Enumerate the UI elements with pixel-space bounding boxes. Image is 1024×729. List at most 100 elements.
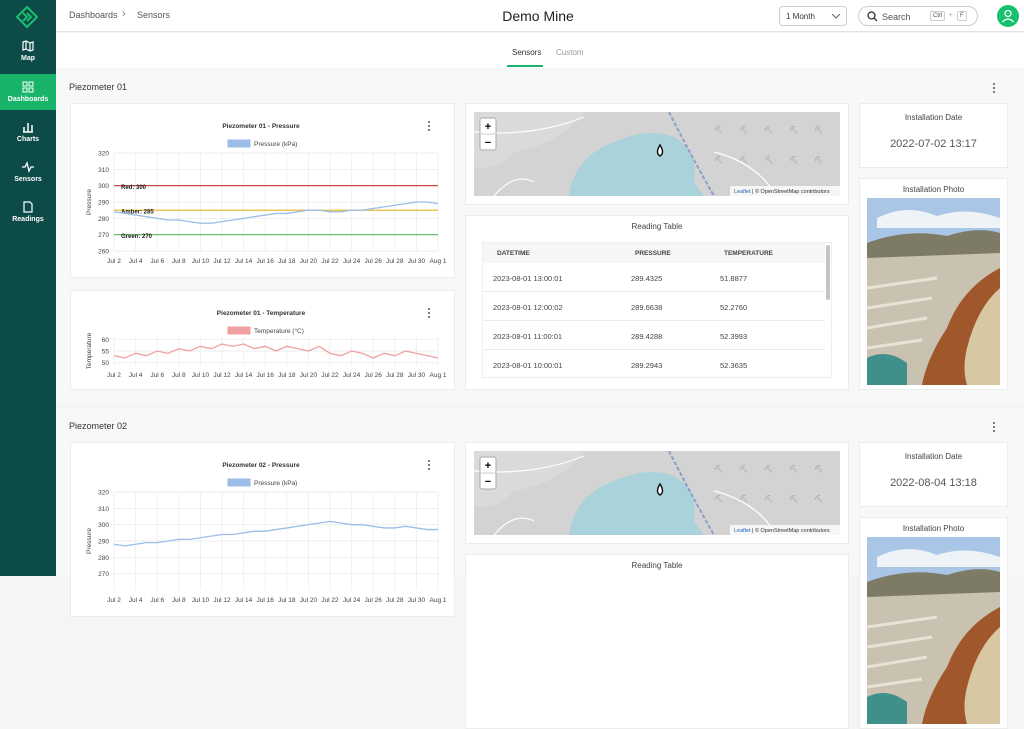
- menu-button[interactable]: [428, 460, 430, 470]
- nav-charts[interactable]: Charts: [0, 121, 56, 151]
- x-tick-label: Jul 20: [300, 258, 318, 265]
- photo: [867, 537, 1000, 724]
- dot: [428, 308, 430, 310]
- table-header: DATETIME PRESSURE TEMPERATURE: [483, 243, 825, 263]
- x-tick-label: Jul 30: [408, 597, 426, 604]
- x-tick-label: Jul 18: [278, 258, 296, 265]
- attribution-link[interactable]: Leaflet: [734, 528, 751, 534]
- y-axis-label: Pressure: [86, 189, 93, 215]
- table-cell: 289.2943: [631, 361, 663, 370]
- x-tick-label: Jul 14: [235, 372, 253, 379]
- section-title: Piezometer 01: [69, 82, 128, 92]
- attribution-bg: [730, 525, 840, 535]
- reading-table-panel: Reading Table DATETIME PRESSURE TEMPERATURE…: [465, 215, 849, 390]
- chart-title: Piezometer 02 - Pressure: [222, 462, 300, 469]
- benches: [867, 276, 938, 350]
- attribution-link[interactable]: Leaflet: [734, 189, 751, 195]
- table-cell: 52.3993: [720, 332, 748, 341]
- nav-readings[interactable]: Readings: [0, 201, 56, 231]
- table-cell: 289.6638: [631, 303, 663, 312]
- attribution: | © OpenStreetMap contributors: [752, 527, 830, 534]
- menu-button[interactable]: [991, 82, 997, 94]
- sensor-section: Piezometer 02 ⛏ ⛏ ⛏ ⛏ ⛏ ⛏ ⛏ ⛏ ⛏ ⛏ + − Leaflet | © Open…: [56, 409, 1024, 729]
- x-tick-label: Aug 1: [430, 372, 447, 379]
- user-avatar[interactable]: [997, 5, 1019, 27]
- threshold-label: Green: 270: [121, 234, 153, 240]
- line-chart: Piezometer 01 - Pressure Pressure (kPa) Pr…: [86, 121, 447, 265]
- map-symbol: ⛏: [814, 126, 823, 134]
- map-symbol: ⛏: [814, 495, 823, 503]
- zoom-out[interactable]: −: [485, 476, 491, 488]
- map-marker: [656, 143, 664, 157]
- nav-map[interactable]: Map: [0, 40, 56, 70]
- map-symbol: ⛏: [789, 465, 798, 473]
- dot: [428, 312, 430, 314]
- installation-photo-card: Installation Photo: [859, 517, 1008, 729]
- breadcrumb: Sensors: [137, 10, 171, 20]
- menu-button[interactable]: [428, 308, 430, 318]
- column-header: DATETIME: [497, 250, 530, 257]
- x-tick-label: Jul 12: [213, 372, 231, 379]
- x-tick-label: Jul 2: [107, 258, 121, 265]
- dot: [428, 121, 430, 123]
- map-panel: ⛏ ⛏ ⛏ ⛏ ⛏ ⛏ ⛏ ⛏ ⛏ ⛏ + − Leaflet | © OpenStreetMap con…: [465, 442, 849, 544]
- dot: [428, 464, 430, 466]
- breadcrumb[interactable]: Dashboards: [69, 10, 118, 20]
- nav-dashboards[interactable]: Dashboards: [0, 74, 56, 110]
- nav-sensors[interactable]: Sensors: [0, 161, 56, 191]
- tab[interactable]: Custom: [556, 48, 584, 57]
- x-tick-label: Jul 18: [278, 597, 296, 604]
- x-tick-label: Jul 20: [300, 372, 318, 379]
- zoom-out[interactable]: −: [485, 137, 491, 149]
- table-cell: 52.2760: [720, 303, 748, 312]
- menu-button[interactable]: [991, 421, 997, 433]
- search-box[interactable]: Search Ctrl + F: [858, 6, 978, 26]
- y-tick-label: 60: [102, 337, 110, 344]
- column-header: TEMPERATURE: [724, 250, 773, 257]
- map-panel: ⛏ ⛏ ⛏ ⛏ ⛏ ⛏ ⛏ ⛏ ⛏ ⛏ + − Leaflet | © OpenStreetMap con…: [465, 103, 849, 205]
- map-symbol: ⛏: [814, 465, 823, 473]
- map-symbol: ⛏: [739, 126, 748, 134]
- x-tick-label: Jul 10: [192, 258, 210, 265]
- dot: [428, 468, 430, 470]
- breadcrumb-separator: ›: [122, 8, 126, 20]
- zoom-control: +−: [479, 456, 497, 490]
- line-chart: Piezometer 02 - Pressure Pressure (kPa) Pr…: [86, 460, 447, 604]
- chart-title: Piezometer 01 - Pressure: [222, 123, 300, 130]
- table-row: 2023-08-01 11:00:01 289.4288 52.3993: [483, 321, 825, 350]
- x-tick-label: Jul 4: [129, 597, 143, 604]
- dot: [428, 129, 430, 131]
- attribution: | © OpenStreetMap contributors: [752, 188, 830, 195]
- y-tick-label: 300: [98, 183, 109, 190]
- sidebar: Map Dashboards Charts Sensors Readings: [0, 0, 56, 576]
- x-tick-label: Jul 16: [257, 258, 275, 265]
- logo[interactable]: [16, 6, 38, 28]
- legend-label: Temperature (°C): [254, 327, 304, 335]
- installation-photo-card: Installation Photo: [859, 178, 1008, 390]
- legend-label: Pressure (kPa): [254, 141, 297, 148]
- tab-active[interactable]: Sensors: [512, 48, 542, 57]
- table-cell: 52.3635: [720, 361, 748, 370]
- dot: [428, 316, 430, 318]
- x-tick-label: Jul 28: [386, 258, 404, 265]
- zoom-in[interactable]: +: [485, 460, 491, 472]
- x-tick-label: Jul 24: [343, 597, 361, 604]
- search-icon: [867, 11, 878, 22]
- y-tick-label: 260: [98, 249, 109, 256]
- menu-button[interactable]: [428, 121, 430, 131]
- threshold-label: Amber: 285: [121, 210, 154, 216]
- map-symbol: ⛏: [764, 495, 773, 503]
- map-marker: [656, 482, 664, 496]
- x-tick-label: Jul 10: [192, 597, 210, 604]
- zoom-in[interactable]: +: [485, 121, 491, 133]
- x-tick-label: Jul 8: [172, 372, 186, 379]
- y-tick-label: 310: [98, 506, 109, 513]
- reading-table-panel: Reading Table: [465, 554, 849, 729]
- table-cell: 51.8877: [720, 274, 748, 283]
- range-select[interactable]: 1 Month: [779, 6, 847, 26]
- dot: [428, 460, 430, 462]
- map-symbol: ⛏: [739, 495, 748, 503]
- table-row: 2023-08-01 10:00:01 289.2943 52.3635: [483, 350, 825, 377]
- table: DATETIME PRESSURE TEMPERATURE 2023-08-01 13…: [482, 242, 832, 378]
- zoom-control: +−: [479, 117, 497, 151]
